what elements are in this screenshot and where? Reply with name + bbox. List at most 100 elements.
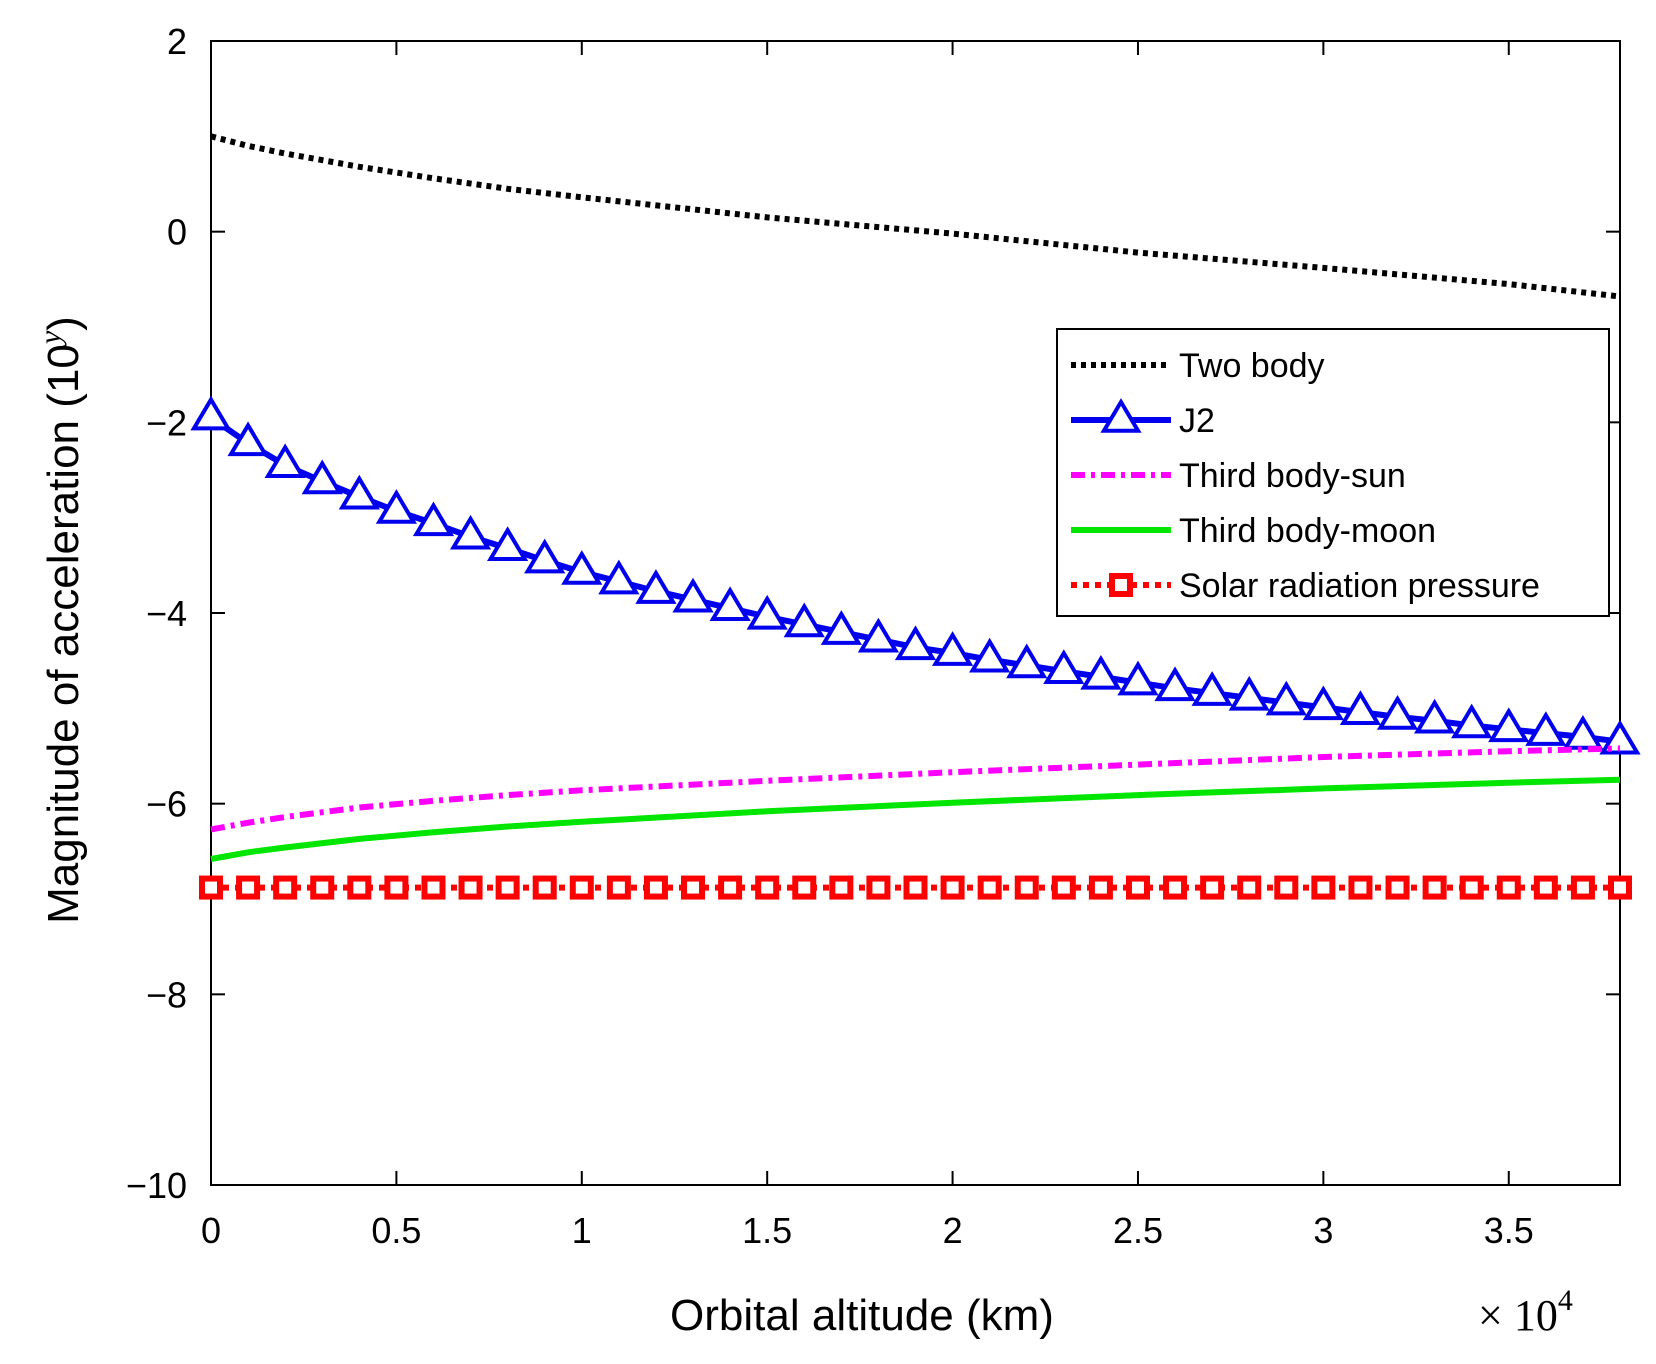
- series-third-body-sun: [210, 745, 1621, 833]
- data-point: [1608, 875, 1632, 900]
- x-tick-label: 2: [943, 1210, 963, 1251]
- data-point: [969, 637, 1011, 673]
- data-point: [1237, 875, 1262, 900]
- data-point: [1488, 707, 1530, 743]
- series-line: [210, 776, 1621, 862]
- series-third-body-moon: [210, 776, 1621, 862]
- data-point: [1496, 875, 1521, 900]
- x-tick-label: 0: [201, 1210, 221, 1251]
- data-point: [681, 875, 706, 900]
- data-point: [375, 489, 418, 524]
- data-point: [1599, 719, 1641, 755]
- data-point: [264, 443, 306, 479]
- series-line: [210, 133, 1621, 300]
- x-tick-label: 2.5: [1113, 1210, 1163, 1251]
- data-point: [894, 625, 937, 661]
- data-point: [1051, 875, 1076, 900]
- data-point: [1385, 875, 1410, 900]
- data-point: [569, 875, 594, 900]
- data-point: [1228, 675, 1270, 711]
- y-tick-label: 0: [167, 212, 187, 253]
- data-point: [709, 586, 751, 622]
- x-tick-label: 1: [572, 1210, 592, 1251]
- series-solar-radiation-pressure: [199, 875, 1632, 900]
- data-point: [755, 875, 780, 900]
- data-point: [672, 577, 714, 613]
- data-point: [1163, 875, 1188, 900]
- data-point: [487, 526, 529, 561]
- data-point: [746, 594, 788, 630]
- data-point: [940, 875, 965, 900]
- data-point: [606, 875, 631, 900]
- series-j2: [190, 395, 1641, 755]
- legend-label: Two body: [1179, 347, 1325, 385]
- data-point: [866, 875, 891, 900]
- legend-label: Solar radiation pressure: [1179, 567, 1540, 605]
- data-point: [1376, 694, 1419, 730]
- data-point: [903, 875, 928, 900]
- data-point: [273, 875, 298, 900]
- y-tick-label: −10: [126, 1165, 187, 1206]
- legend-label: Third body-sun: [1179, 457, 1406, 495]
- data-point: [931, 631, 974, 666]
- data-point: [227, 421, 269, 457]
- data-point: [347, 875, 372, 900]
- x-tick-label: 1.5: [742, 1210, 792, 1251]
- legend-marker: [1100, 398, 1142, 433]
- x-axis-label: Orbital altitude (km): [670, 1291, 1054, 1340]
- data-point: [449, 514, 492, 550]
- data-point: [1191, 671, 1233, 706]
- data-point: [412, 501, 455, 537]
- data-point: [635, 569, 677, 604]
- data-point: [598, 559, 640, 595]
- legend-box: [1056, 328, 1610, 617]
- data-point: [1200, 875, 1225, 900]
- data-point: [199, 875, 223, 900]
- legend-label: J2: [1179, 402, 1215, 440]
- legend-label: Third body-moon: [1179, 512, 1436, 550]
- y-tick-label: −8: [146, 974, 187, 1015]
- x-axis-multiplier: × 104: [1478, 1284, 1573, 1340]
- y-tick-label: 2: [167, 21, 187, 62]
- axis-ticks: 0 0.5 1 1.5 2 2.5 3 3.5 −10 −8 −6 −4 −2 0 2: [126, 21, 1620, 1251]
- data-point: [1348, 875, 1373, 900]
- x-tick-label: 3: [1313, 1210, 1333, 1251]
- data-point: [1570, 875, 1595, 900]
- data-point: [1459, 875, 1484, 900]
- series-two-body: [210, 133, 1621, 300]
- legend-marker: [1109, 573, 1133, 597]
- data-point: [1125, 875, 1150, 900]
- data-point: [301, 459, 343, 495]
- data-point: [338, 474, 380, 510]
- data-point: [718, 875, 743, 900]
- data-point: [561, 550, 603, 585]
- data-point: [1265, 680, 1307, 716]
- data-point: [1562, 715, 1604, 750]
- legend: Two body J2 Third body-sun Third body-moon S…: [1056, 328, 1610, 617]
- data-point: [1311, 875, 1336, 900]
- data-point: [310, 875, 335, 900]
- y-axis-label: Magnitude of acceleration (10y): [34, 316, 88, 924]
- data-point: [384, 875, 409, 900]
- data-point: [1413, 698, 1456, 734]
- series-group: [190, 133, 1641, 900]
- data-point: [643, 875, 668, 900]
- data-point: [1422, 875, 1447, 900]
- y-tick-label: −2: [146, 402, 187, 443]
- series-line: [210, 745, 1621, 833]
- data-point: [236, 875, 261, 900]
- data-point: [458, 875, 483, 900]
- data-point: [1117, 660, 1159, 696]
- data-point: [190, 395, 232, 431]
- data-point: [495, 875, 520, 900]
- y-tick-label: −4: [146, 593, 187, 634]
- data-point: [1014, 875, 1039, 900]
- data-point: [1274, 875, 1299, 900]
- data-point: [1302, 685, 1344, 721]
- data-point: [1451, 703, 1493, 739]
- data-point: [829, 875, 854, 900]
- data-point: [1043, 649, 1085, 684]
- data-point: [1080, 654, 1122, 690]
- data-point: [783, 602, 825, 638]
